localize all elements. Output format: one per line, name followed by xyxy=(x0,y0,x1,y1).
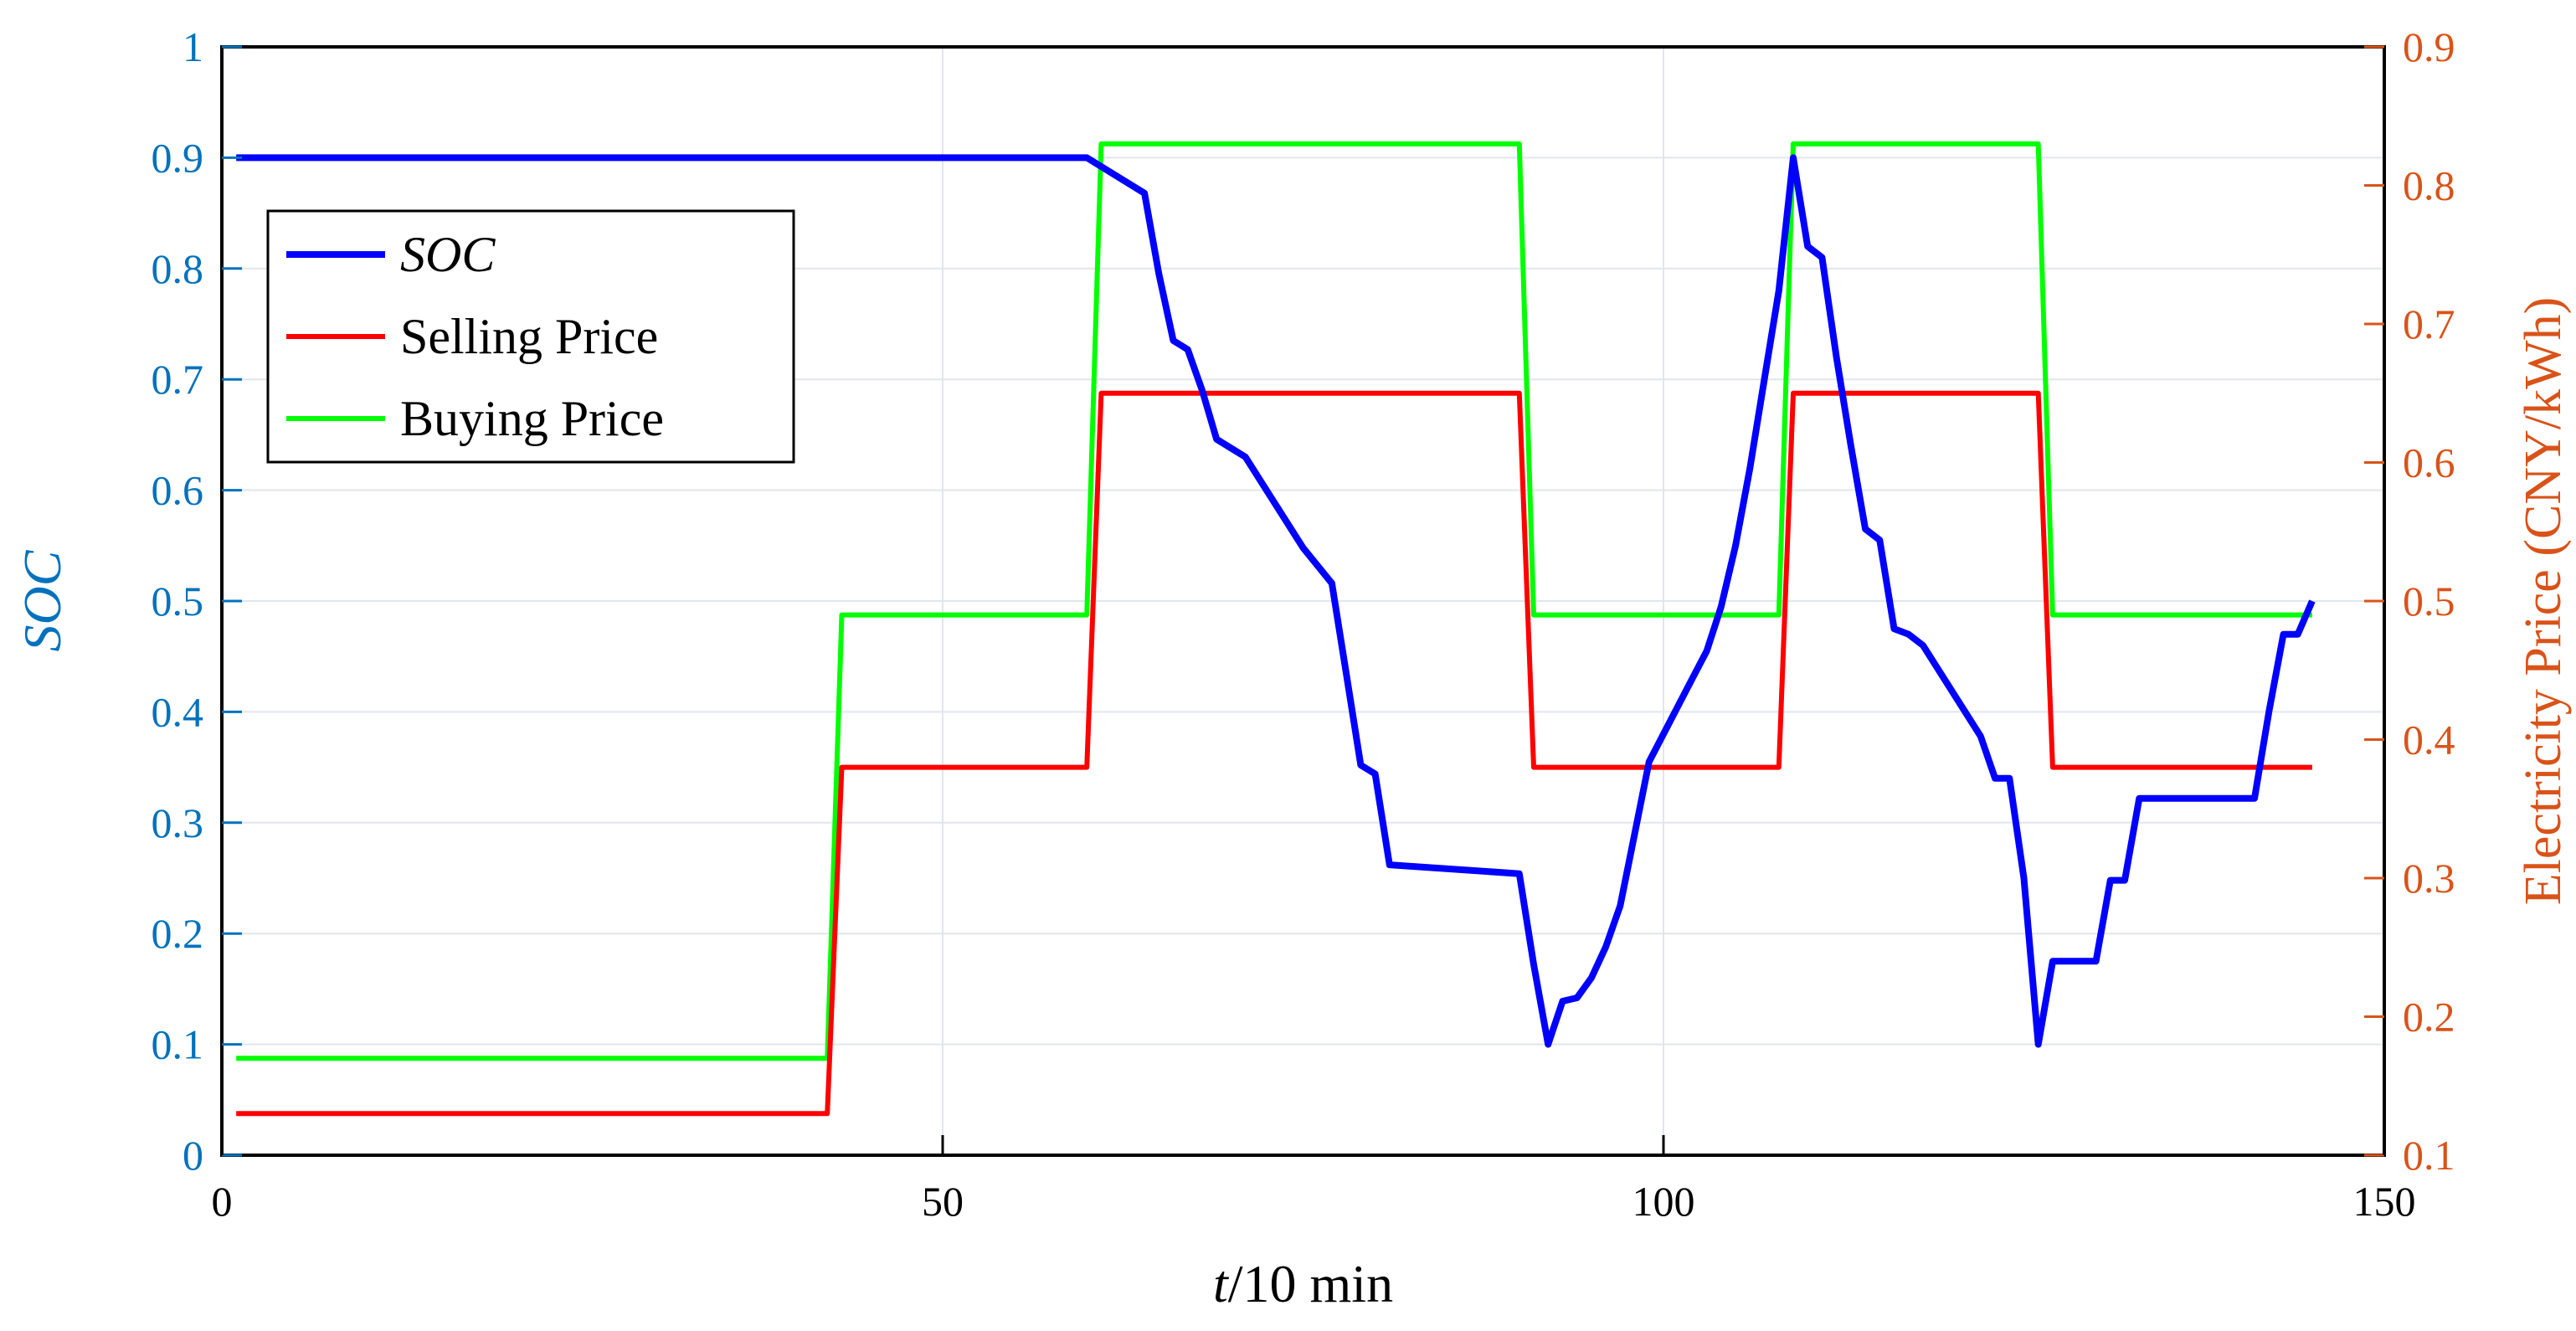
legend: SOC Selling Price Buying Price xyxy=(266,209,795,464)
bottom-axis-ticks: 0 50 100 150 xyxy=(212,1135,2416,1225)
left-tick-label: 0.1 xyxy=(152,1021,204,1068)
left-tick-label: 0.4 xyxy=(152,688,204,735)
bottom-axis-label: t/10 min xyxy=(1213,1254,1393,1313)
legend-label-soc: SOC xyxy=(400,227,496,282)
x-label-unit: /10 min xyxy=(1228,1254,1393,1313)
right-tick-label: 0.8 xyxy=(2403,162,2455,209)
left-tick-label: 0.5 xyxy=(152,578,204,624)
left-axis-label: SOC xyxy=(13,549,72,651)
left-tick-label: 0.9 xyxy=(152,134,204,181)
series-line-selling-price xyxy=(236,390,2312,1117)
right-tick-label: 0.7 xyxy=(2403,301,2455,347)
bottom-tick-label: 150 xyxy=(2353,1178,2416,1225)
bottom-tick-label: 100 xyxy=(1632,1178,1695,1225)
right-tick-label: 0.5 xyxy=(2403,578,2455,624)
series-line-soc xyxy=(236,154,2316,1048)
right-tick-label: 0.1 xyxy=(2403,1132,2455,1179)
x-label-variable: t xyxy=(1213,1254,1230,1313)
right-axis-label: Electricity Price (CNY/kWh) xyxy=(2515,297,2572,906)
left-tick-label: 0.7 xyxy=(152,356,204,403)
right-tick-label: 0.2 xyxy=(2403,994,2455,1041)
left-tick-label: 0.8 xyxy=(152,245,204,292)
right-tick-label: 0.4 xyxy=(2403,717,2455,763)
legend-label-buying-price: Buying Price xyxy=(400,391,664,446)
right-axis-ticks: 0.1 0.2 0.3 0.4 0.5 0.6 0.7 0.8 0.9 xyxy=(2364,23,2455,1179)
left-tick-label: 0 xyxy=(183,1132,203,1179)
legend-label-selling-price: Selling Price xyxy=(400,309,658,364)
left-axis-ticks: 0 0.1 0.2 0.3 0.4 0.5 0.6 0.7 0.8 0.9 1 xyxy=(152,23,242,1179)
right-tick-label: 0.6 xyxy=(2403,439,2455,486)
left-tick-label: 1 xyxy=(183,23,203,70)
bottom-tick-label: 50 xyxy=(922,1178,964,1225)
right-tick-label: 0.9 xyxy=(2403,23,2455,70)
bottom-tick-label: 0 xyxy=(212,1178,233,1225)
series-line-buying-price xyxy=(236,141,2312,1061)
left-tick-label: 0.6 xyxy=(152,467,204,514)
left-tick-label: 0.2 xyxy=(152,910,204,957)
left-tick-label: 0.3 xyxy=(152,799,204,846)
right-tick-label: 0.3 xyxy=(2403,855,2455,902)
series-layer xyxy=(236,141,2316,1117)
